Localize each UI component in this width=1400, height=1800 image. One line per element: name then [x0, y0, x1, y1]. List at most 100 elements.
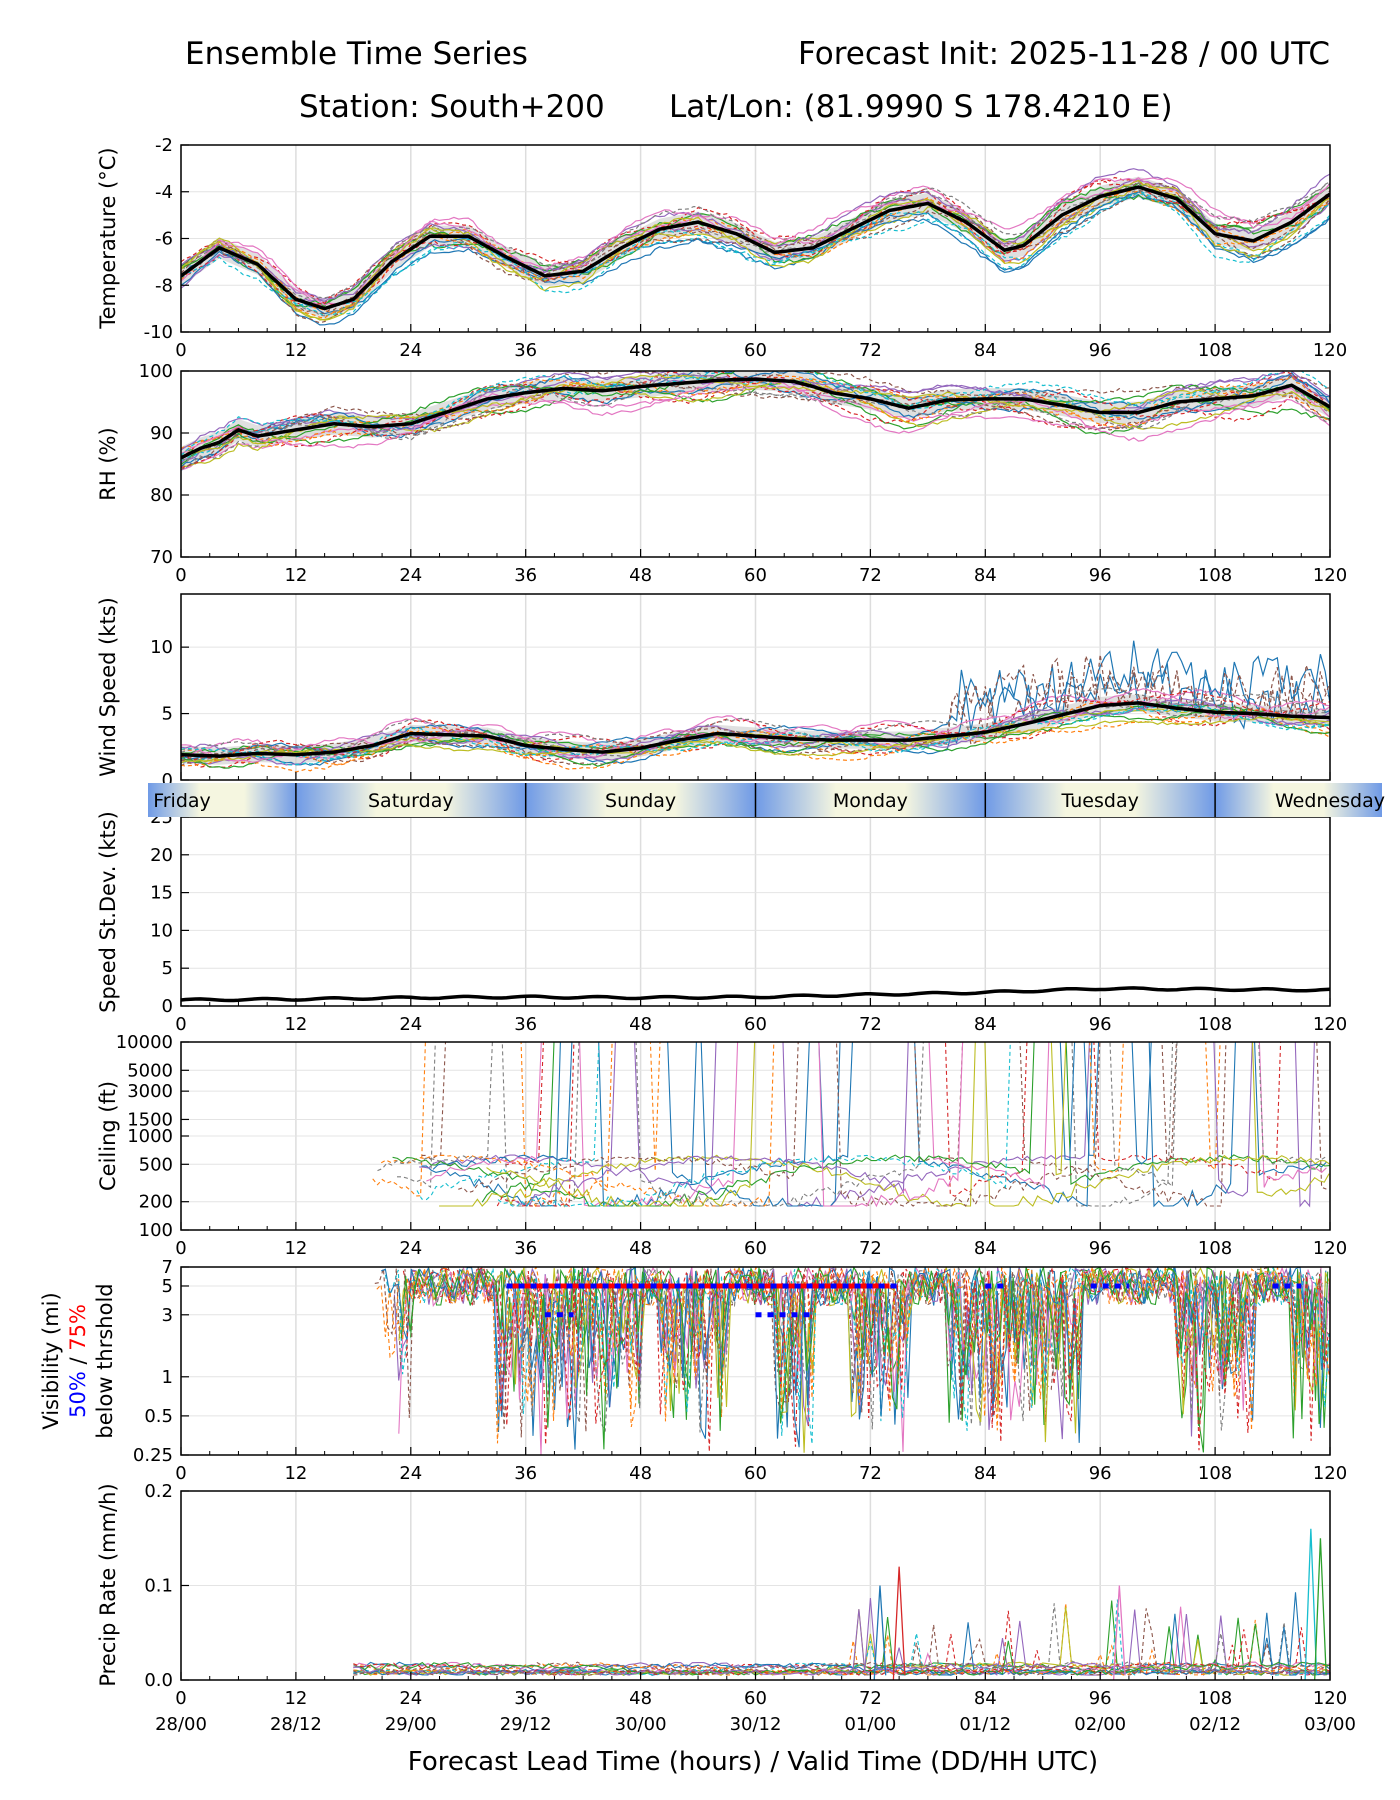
- x-tick-label: 84: [974, 1014, 997, 1035]
- member-line: [181, 371, 1330, 468]
- x-tick-label: 84: [974, 565, 997, 586]
- y-tick-label: 0.1: [144, 1576, 173, 1597]
- x-tick-label: 72: [859, 1238, 882, 1259]
- x-tick-label: 0: [175, 1014, 186, 1035]
- panel-precip: 0.0 0.1 0.2 0 12 24 36 48 60 72 84 96 108 120 Precip R…: [96, 1481, 1347, 1709]
- member-line: [421, 1042, 1327, 1208]
- member-line: [181, 372, 1330, 461]
- y-tick-label: 5000: [127, 1060, 173, 1081]
- x-tick-label: 12: [284, 1688, 307, 1709]
- member-line: [400, 1267, 1329, 1450]
- visibility-label-line1: Visibility (mi): [39, 1292, 63, 1429]
- member-line: [181, 176, 1330, 306]
- x-tick-label: 120: [1313, 340, 1347, 361]
- day-label-tuesday: Tuesday: [1061, 790, 1139, 812]
- ensemble-mean-line: [181, 701, 1330, 758]
- member-line: [353, 1608, 1330, 1676]
- y-tick-label: 0.0: [144, 1670, 173, 1691]
- y-tick-label: 5: [162, 704, 173, 725]
- y-tick-label: 15: [150, 883, 173, 904]
- y-axis-label: Ceiling (ft): [96, 1081, 120, 1191]
- plot-area-visibility: [374, 1267, 1330, 1455]
- member-line: [458, 1042, 1330, 1207]
- member-line: [515, 1042, 1330, 1205]
- x-tick-label: 48: [629, 565, 652, 586]
- x-tick-label: 96: [1089, 1688, 1112, 1709]
- x-tick-label: 120: [1313, 1238, 1347, 1259]
- x-tick-label: 0: [175, 1688, 186, 1709]
- x-axis-label: Forecast Lead Time (hours) / Valid Time …: [408, 1747, 1098, 1777]
- member-line: [181, 688, 1330, 764]
- day-strip: Friday Saturday Sunday Monday Tuesday Wednesd…: [148, 783, 1385, 817]
- member-line: [353, 1648, 1330, 1676]
- member-line: [405, 1267, 1329, 1451]
- member-line: [181, 190, 1330, 317]
- member-line: [353, 1627, 1330, 1676]
- x-tick-label: 60: [744, 340, 767, 361]
- day-band: [148, 783, 296, 817]
- y-tick-label: 7: [162, 1257, 173, 1278]
- y-tick-label: 0: [162, 770, 173, 791]
- y-tick-label: 10000: [116, 1032, 173, 1053]
- precip-peak: [892, 1566, 906, 1680]
- x-tick-label: 24: [399, 1688, 422, 1709]
- member-line: [181, 179, 1330, 321]
- y-tick-label: 200: [139, 1192, 173, 1213]
- plot-area-speed_stdev: [181, 986, 1330, 1003]
- member-line: [384, 1267, 1330, 1445]
- valid-time-label: 01/00: [844, 1714, 896, 1735]
- x-tick-label: 84: [974, 340, 997, 361]
- day-label-saturday: Saturday: [368, 790, 454, 812]
- x-tick-label: 72: [859, 1014, 882, 1035]
- day-band: [755, 783, 986, 817]
- visibility-y-label: Visibility (mi) 50% / 75% below thrshold: [39, 1283, 117, 1438]
- member-line: [353, 1616, 1330, 1676]
- y-axis-label: Wind Speed (kts): [96, 597, 120, 777]
- member-line: [439, 1042, 1330, 1207]
- panel-wind: 051001224364860728496108120Wind Speed (k…: [96, 593, 1347, 809]
- x-tick-label: 36: [514, 1688, 537, 1709]
- y-tick-label: -10: [144, 322, 173, 343]
- member-line: [181, 670, 1330, 767]
- precip-peak: [1314, 1538, 1327, 1680]
- day-band: [525, 783, 756, 817]
- member-line: [181, 380, 1330, 471]
- valid-time-label: 02/12: [1189, 1714, 1241, 1735]
- y-tick-label: 90: [150, 423, 173, 444]
- member-line: [416, 1042, 1327, 1201]
- day-band: [985, 783, 1216, 817]
- x-tick-label: 24: [399, 340, 422, 361]
- y-tick-label: 10: [150, 920, 173, 941]
- x-tick-label: 108: [1198, 1463, 1232, 1484]
- x-tick-label: 96: [1089, 1463, 1112, 1484]
- x-tick-label: 60: [744, 1014, 767, 1035]
- x-tick-label: 96: [1089, 1014, 1112, 1035]
- plot-area-ceiling: [372, 1042, 1330, 1208]
- ensemble-mean-line: [181, 377, 1330, 460]
- x-tick-label: 24: [399, 1238, 422, 1259]
- y-tick-label: -4: [155, 182, 173, 203]
- valid-time-label: 28/12: [270, 1714, 322, 1735]
- x-tick-label: 72: [859, 340, 882, 361]
- x-tick-label: 96: [1089, 1238, 1112, 1259]
- y-tick-label: 0.2: [144, 1481, 173, 1502]
- plot-area-temperature: [181, 168, 1330, 326]
- member-line: [181, 371, 1330, 456]
- member-line: [426, 1042, 1327, 1208]
- member-line: [181, 371, 1330, 458]
- panel-temperature: -10 -8 -6 -4 -2 0 12 24 36 48 60 72 84 96 108 120 Temper…: [96, 135, 1347, 361]
- x-tick-label: 120: [1313, 565, 1347, 586]
- y-tick-label: -6: [155, 229, 173, 250]
- valid-time-label: 29/12: [500, 1714, 552, 1735]
- x-tick-label: 60: [744, 1238, 767, 1259]
- x-tick-label: 48: [629, 340, 652, 361]
- x-tick-label: 60: [744, 565, 767, 586]
- figure-title: Ensemble Time Series: [185, 36, 528, 72]
- x-tick-label: 120: [1313, 1688, 1347, 1709]
- precip-peak: [1304, 1528, 1318, 1680]
- y-tick-label: 10: [150, 637, 173, 658]
- x-tick-label: 36: [514, 1238, 537, 1259]
- x-tick-label: 0: [175, 1463, 186, 1484]
